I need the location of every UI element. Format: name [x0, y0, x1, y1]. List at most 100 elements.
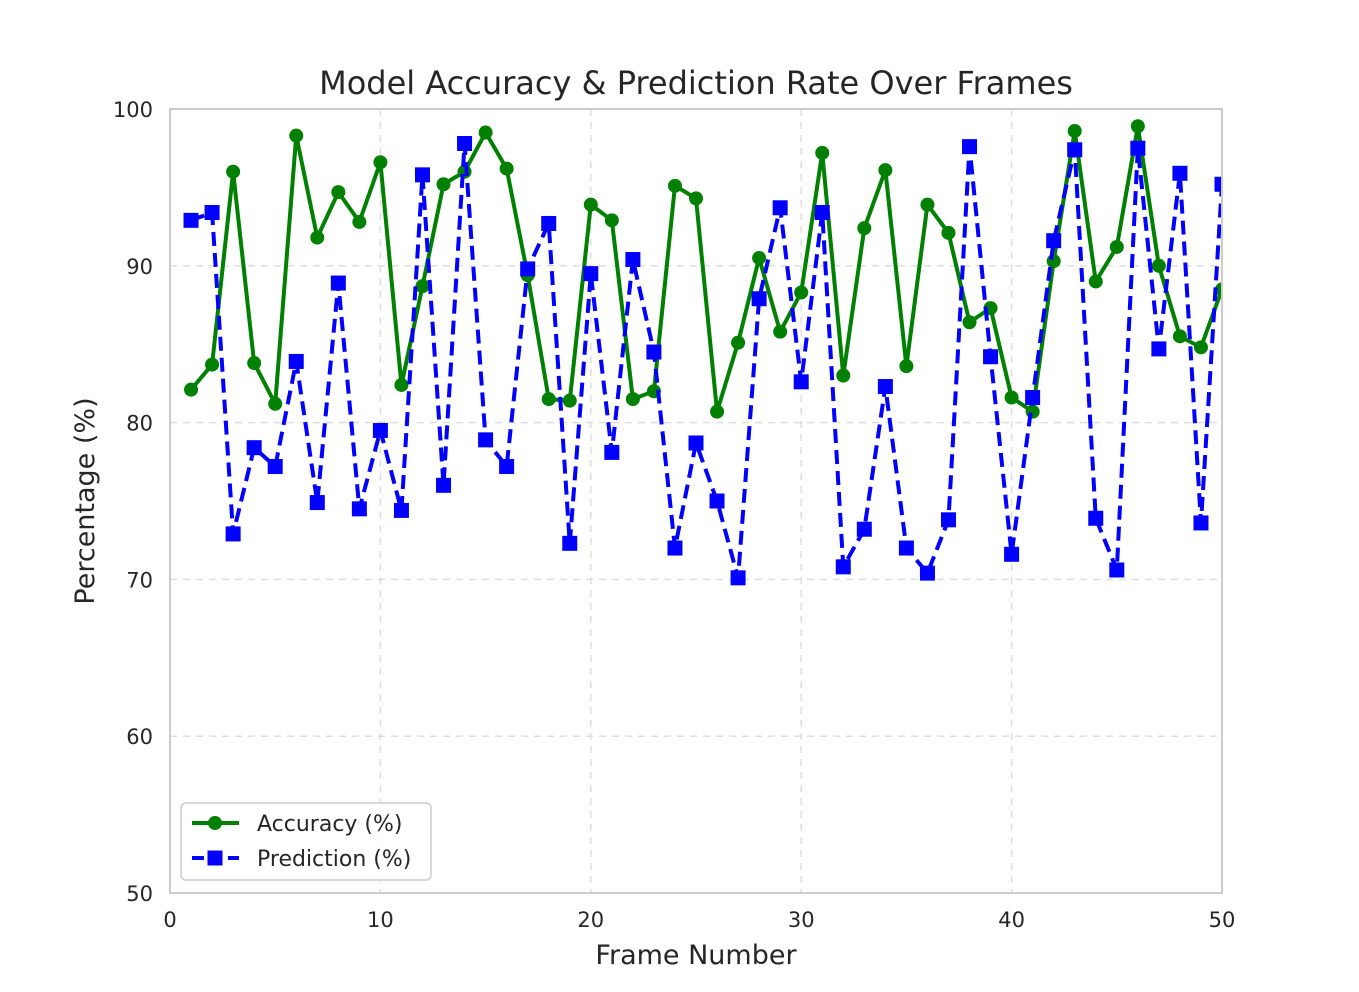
tick-labels: 0 10 20 30 40 50 50 60 70 80 90 100: [113, 98, 1235, 932]
data-point: [751, 291, 767, 307]
data-point: [667, 540, 683, 556]
data-point: [247, 356, 262, 371]
data-point: [772, 200, 788, 216]
data-point: [1109, 562, 1125, 578]
y-tick-label: 100: [113, 98, 153, 122]
x-tick-label: 0: [163, 908, 176, 932]
data-point: [478, 125, 493, 140]
legend-box: [180, 802, 432, 881]
data-point: [541, 392, 556, 407]
data-point: [752, 250, 767, 265]
data-point: [226, 164, 241, 179]
legend-marker: [208, 816, 222, 830]
data-point: [436, 177, 451, 192]
data-point: [688, 435, 704, 451]
y-tick-label: 90: [126, 255, 153, 279]
data-point: [562, 393, 577, 408]
data-point: [499, 161, 514, 176]
data-point: [520, 261, 536, 277]
data-point: [878, 163, 893, 178]
legend-label: Prediction (%): [257, 847, 411, 872]
data-point: [583, 197, 598, 212]
data-point: [857, 221, 872, 236]
data-point: [1088, 510, 1104, 526]
data-point: [1172, 165, 1188, 181]
legend-marker: [207, 850, 223, 866]
data-point: [1193, 340, 1208, 355]
data-point: [856, 521, 872, 537]
data-point: [877, 379, 893, 395]
y-tick-label: 70: [126, 568, 153, 592]
data-point: [1193, 515, 1209, 531]
data-point: [183, 212, 199, 228]
data-point: [1214, 176, 1222, 192]
y-tick-label: 50: [126, 882, 153, 906]
y-tick-label: 80: [126, 412, 153, 436]
data-point: [1067, 142, 1083, 158]
data-point: [731, 335, 746, 350]
x-tick-label: 20: [577, 908, 604, 932]
data-point: [436, 477, 452, 493]
x-tick-label: 50: [1209, 908, 1236, 932]
chart-title: Model Accuracy & Prediction Rate Over Fr…: [319, 64, 1073, 102]
data-point: [289, 128, 304, 143]
series-line: [190, 141, 1222, 580]
grid-lines: [169, 108, 1223, 894]
data-point: [773, 324, 788, 339]
legend-label: Accuracy (%): [257, 812, 403, 837]
plot-frame: [169, 108, 1223, 894]
legend: Accuracy (%) Prediction (%): [180, 802, 432, 881]
data-point: [625, 392, 640, 407]
data-point: [941, 225, 956, 240]
data-point: [794, 285, 809, 300]
data-point: [1088, 274, 1103, 289]
data-point: [710, 404, 725, 419]
data-point: [920, 197, 935, 212]
y-axis-label: Percentage (%): [70, 397, 101, 604]
data-point: [899, 359, 914, 374]
data-point: [499, 459, 515, 475]
data-point: [1004, 390, 1019, 405]
series-line: [189, 124, 1222, 414]
data-point: [373, 155, 388, 170]
series-layer: [183, 119, 1222, 586]
data-point: [562, 535, 578, 551]
data-point: [393, 502, 409, 518]
data-point: [1046, 233, 1062, 249]
data-point: [667, 178, 682, 193]
data-point: [1130, 140, 1146, 156]
data-point: [983, 349, 999, 365]
data-point: [689, 191, 703, 206]
data-point: [330, 275, 346, 291]
data-point: [351, 501, 367, 517]
data-point: [267, 459, 283, 475]
data-point: [414, 167, 430, 183]
data-point: [646, 344, 662, 360]
data-point: [604, 444, 620, 460]
data-point: [836, 368, 851, 383]
data-point: [268, 396, 283, 411]
data-point: [288, 353, 304, 369]
data-point: [1109, 239, 1124, 254]
data-point: [709, 493, 725, 509]
data-point: [583, 266, 599, 282]
data-point: [331, 185, 346, 200]
data-point: [352, 214, 367, 229]
data-point: [604, 213, 619, 228]
data-point: [1025, 390, 1041, 406]
x-axis-label: Frame Number: [595, 940, 797, 971]
data-point: [478, 432, 494, 448]
data-point: [246, 440, 262, 456]
data-point: [205, 357, 220, 372]
data-point: [310, 230, 325, 245]
data-point: [962, 315, 977, 330]
data-point: [793, 374, 809, 390]
data-point: [394, 377, 409, 392]
data-point: [815, 145, 830, 160]
data-point: [184, 382, 199, 397]
data-point: [962, 139, 978, 155]
data-point: [1025, 404, 1040, 419]
data-point: [1130, 119, 1145, 134]
data-point: [309, 495, 325, 511]
